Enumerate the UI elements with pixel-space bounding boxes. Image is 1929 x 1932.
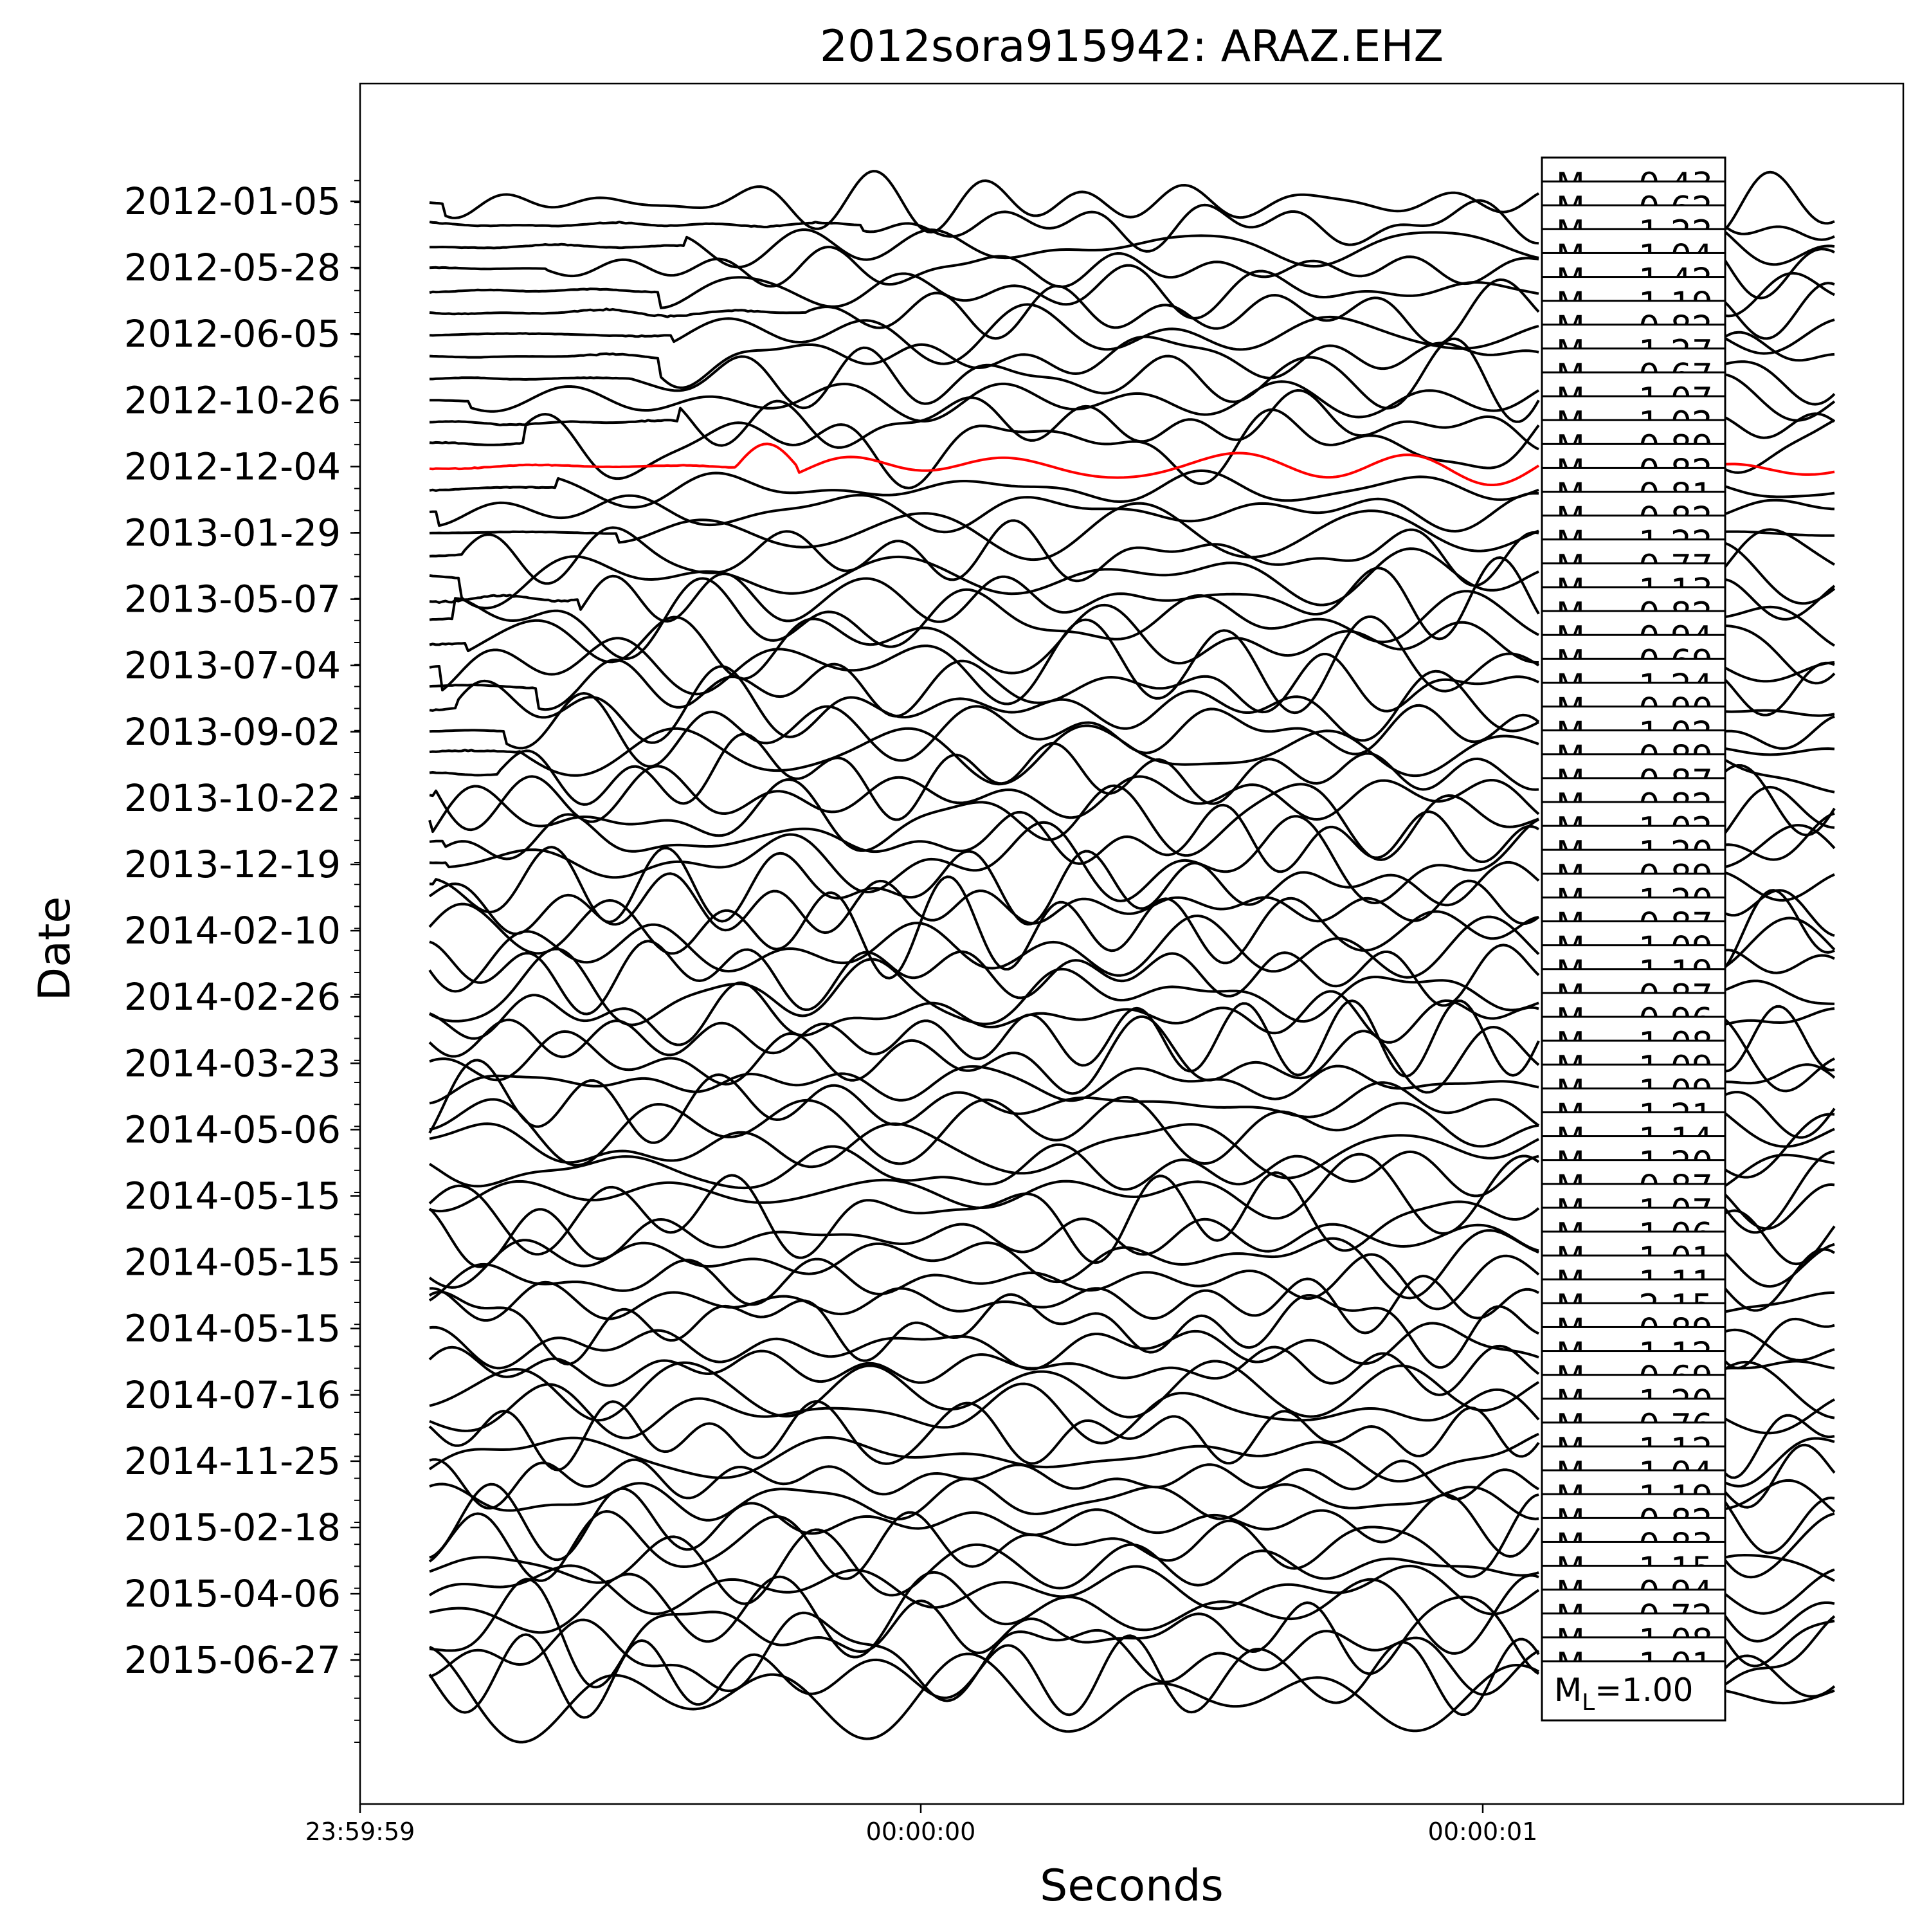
y-tick-label: 2014-02-26: [124, 975, 341, 1019]
waveform-trace: [429, 1290, 1835, 1370]
y-tick-label: 2013-05-07: [124, 578, 341, 621]
waveform-trace: [428, 1248, 1835, 1312]
waveform-trace: [429, 724, 1835, 786]
y-tick-label: 2014-11-25: [124, 1439, 341, 1483]
y-tick-label: 2014-05-15: [124, 1241, 341, 1284]
waveform-trace: [429, 1571, 1835, 1659]
waveform-trace: [429, 1382, 1835, 1444]
y-tick-label: 2013-07-04: [124, 644, 341, 688]
x-tick-label: 00:00:00: [866, 1818, 976, 1846]
waveform-trace: [429, 815, 1836, 904]
waveform-trace: [429, 1322, 1835, 1371]
waveform-trace: [429, 846, 1835, 926]
y-tick-label: 2012-01-05: [124, 179, 341, 223]
waveform-trace: [428, 1493, 1835, 1582]
waveform-trace: [430, 337, 1836, 423]
y-tick-label: 2013-09-02: [124, 710, 341, 754]
y-tick-label: 2014-05-15: [124, 1307, 341, 1351]
x-tick-label: 00:00:01: [1428, 1818, 1538, 1846]
waveform-trace: [429, 469, 1835, 509]
magnitude-annotations: M0.43M0.62M1.22M1.04M1.42M1.19M0.82M1.27…: [1541, 156, 1726, 1722]
x-axis: 23:59:59 00:00:00 00:00:01: [305, 1804, 1538, 1846]
y-tick-label: 2012-10-26: [124, 378, 341, 422]
waveform-trace: [428, 999, 1835, 1078]
waveform-trace: [428, 1344, 1835, 1396]
x-axis-label: Seconds: [1040, 1861, 1224, 1911]
waveform-trace: [428, 1400, 1835, 1479]
x-tick-label: 23:59:59: [305, 1818, 415, 1846]
waveform-trace: [428, 1229, 1835, 1300]
waveform-trace: [428, 778, 1835, 861]
waveform-trace: [429, 1063, 1836, 1105]
y-tick-label: 2013-12-19: [124, 843, 341, 886]
y-tick-label: 2012-12-04: [124, 444, 341, 488]
waveform-trace: [429, 1645, 1835, 1744]
waveform-trace: [429, 1443, 1836, 1510]
plot-frame: [359, 82, 1905, 1805]
waveform-trace: [429, 170, 1835, 233]
reference-magnitude-label: ML=1.00: [1541, 1660, 1726, 1722]
y-tick-label: 2014-07-16: [124, 1373, 341, 1417]
waveform-trace: [429, 491, 1835, 534]
waveform-trace: [429, 653, 1835, 718]
waveform-trace: [429, 1482, 1835, 1562]
waveform-trace: [429, 303, 1835, 365]
waveform-trace: [428, 872, 1835, 937]
y-tick-label: 2015-02-18: [124, 1506, 341, 1549]
waveform-trace: [429, 502, 1834, 561]
waveform-trace: [429, 1275, 1834, 1335]
waveform-trace-highlighted: [429, 442, 1835, 486]
y-tick-label: 2015-06-27: [124, 1638, 341, 1682]
y-tick-label: 2014-05-06: [124, 1107, 341, 1151]
waveform-trace: [429, 1578, 1835, 1689]
waveform-trace: [429, 1096, 1835, 1167]
waveform-trace: [429, 331, 1835, 389]
y-tick-label: 2014-05-15: [124, 1174, 341, 1218]
waveform-trace: [429, 389, 1836, 451]
waveform-trace: [429, 940, 1835, 1016]
waveform-trace: [429, 264, 1835, 320]
waveform-trace: [429, 803, 1835, 873]
waveform-trace: [429, 733, 1835, 821]
y-tick-label: 2015-04-06: [124, 1572, 341, 1616]
waveform-trace: [428, 1143, 1835, 1198]
waveform-traces: [428, 170, 1836, 1744]
svg-text:ML=1.00: ML=1.00: [1554, 1672, 1693, 1716]
y-axis-label: Date: [30, 897, 80, 1001]
y-tick-label: 2012-06-05: [124, 312, 341, 356]
waveform-trace: [429, 692, 1835, 768]
y-tick-label: 2013-01-29: [124, 511, 341, 555]
waveform-trace: [429, 556, 1836, 641]
y-tick-label: 2012-05-28: [124, 246, 341, 289]
waveform-trace: [429, 246, 1835, 300]
waveform-trace: [429, 981, 1835, 1046]
chart-title: 2012sora915942: ARAZ.EHZ: [820, 21, 1444, 72]
waveform-trace: [429, 408, 1836, 489]
waveform-trace: [428, 1564, 1835, 1616]
waveform-trace: [429, 199, 1835, 253]
waveform-trace: [429, 1015, 1835, 1095]
y-tick-label: 2014-02-10: [124, 909, 341, 952]
waveform-trace: [429, 519, 1836, 587]
waveform-trace: [428, 1432, 1835, 1488]
waveform-trace: [429, 603, 1836, 685]
waveform-trace: [429, 947, 1835, 1026]
waveform-trace: [430, 228, 1835, 269]
y-axis: 2012-01-05 2012-05-28 2012-06-05 2012-10-26…: [124, 179, 360, 1743]
waveform-trace: [428, 875, 1835, 980]
y-tick-label: 2013-10-22: [124, 776, 341, 820]
y-tick-label: 2014-03-23: [124, 1041, 341, 1085]
